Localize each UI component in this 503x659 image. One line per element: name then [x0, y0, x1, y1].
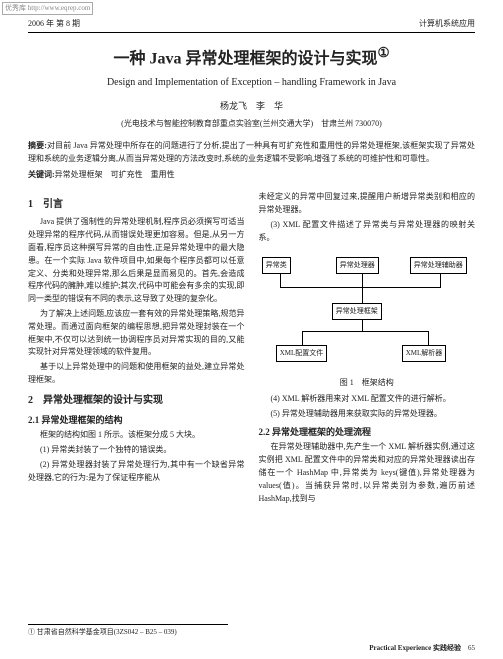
title-english: Design and Implementation of Exception –…: [28, 75, 475, 90]
footer-label: Practical Experience 实践经验: [369, 644, 461, 652]
diagram-line: [362, 273, 363, 287]
diagram-line: [280, 273, 281, 287]
page-number: 65: [468, 644, 475, 652]
diagram-line: [302, 331, 428, 332]
diagram-box-xml-parser: XML解析器: [402, 345, 447, 362]
section-22-heading: 2.2 异常处理框架的处理流程: [259, 425, 476, 439]
two-column-body: 1 引言 Java 提供了强制性的异常处理机制,程序员必须撰写可适当处理异常的程…: [28, 191, 475, 507]
header-right: 计算机系统应用: [419, 18, 475, 30]
running-header: 2006 年 第 8 期 计算机系统应用: [28, 18, 475, 33]
diagram-line: [280, 287, 441, 288]
figure-1-diagram: 异常类 异常处理器 异常处理辅助器 异常处理框架 XML配置文件 XML解析器: [262, 251, 472, 371]
authors: 杨龙飞 李 华: [28, 100, 475, 114]
paragraph: 在异常处理辅助器中,先产生一个 XML 解析器实例,通过这实例把 XML 配置文…: [259, 441, 476, 505]
paragraph: 框架的结构如图 1 所示。该框架分成 5 大块。: [28, 429, 245, 442]
keywords-label: 关键词:: [28, 170, 55, 179]
list-item: (1) 异常类封装了一个独特的错误类。: [28, 444, 245, 457]
paragraph: Java 提供了强制性的异常处理机制,程序员必须撰写可适当处理异常的程序代码,从…: [28, 216, 245, 306]
list-item: (3) XML 配置文件描述了异常类与异常处理器的映射关系。: [259, 219, 476, 245]
diagram-box-framework: 异常处理框架: [332, 303, 382, 320]
page: 优秀库 http://www.eqrep.com 2006 年 第 8 期 计算…: [0, 0, 503, 659]
list-item: (4) XML 解析器用来对 XML 配置文件的进行解析。: [259, 393, 476, 406]
list-item: (2) 异常处理器封装了异常处理行为,其中有一个缺省异常处理器,它的行为:是为了…: [28, 459, 245, 485]
affiliation: (光电技术与智能控制教育部重点实验室(兰州交通大学) 甘肃兰州 730070): [28, 118, 475, 130]
abstract-text: 对目前 Java 异常处理中所存在的问题进行了分析,提出了一种具有可扩充性和重用…: [28, 141, 475, 163]
section-21-heading: 2.1 异常处理框架的结构: [28, 413, 245, 427]
paragraph: 基于以上异常处理中的问题和使用框架的益处,建立异常处理框架。: [28, 361, 245, 387]
title-chinese: 一种 Java 异常处理框架的设计与实现①: [28, 43, 475, 71]
abstract: 摘要:对目前 Java 异常处理中所存在的问题进行了分析,提出了一种具有可扩充性…: [28, 140, 475, 166]
figure-1-caption: 图 1 框架结构: [259, 377, 476, 390]
diagram-box-xml-config: XML配置文件: [276, 345, 328, 362]
diagram-box-exception-class: 异常类: [262, 257, 291, 274]
paragraph: 未经定义的异常中回复过来,提醒用户新增异常类别和相应的异常处理器。: [259, 191, 476, 217]
diagram-line: [302, 331, 303, 345]
diagram-box-helper: 异常处理辅助器: [410, 257, 467, 274]
diagram-line: [362, 319, 363, 331]
left-column: 1 引言 Java 提供了强制性的异常处理机制,程序员必须撰写可适当处理异常的程…: [28, 191, 245, 507]
right-column: 未经定义的异常中回复过来,提醒用户新增异常类别和相应的异常处理器。 (3) XM…: [259, 191, 476, 507]
list-item: (5) 异常处理辅助器用来获取实际的异常处理器。: [259, 408, 476, 421]
keywords-text: 异常处理框架 可扩充性 重用性: [55, 170, 175, 179]
section-2-heading: 2 异常处理框架的设计与实现: [28, 393, 245, 409]
diagram-line: [362, 287, 363, 303]
footnote: ① 甘肃省自然科学基金项目(3ZS042 – B25 – 039): [28, 624, 228, 638]
diagram-line: [428, 331, 429, 345]
abstract-label: 摘要:: [28, 141, 47, 150]
watermark: 优秀库 http://www.eqrep.com: [2, 2, 93, 15]
keywords: 关键词:异常处理框架 可扩充性 重用性: [28, 169, 475, 181]
header-left: 2006 年 第 8 期: [28, 18, 80, 30]
diagram-line: [440, 273, 441, 287]
diagram-box-handler: 异常处理器: [336, 257, 379, 274]
page-footer: Practical Experience 实践经验 65: [369, 643, 475, 654]
section-1-heading: 1 引言: [28, 197, 245, 213]
paragraph: 为了解决上述问题,应该应一套有效的异常处理策略,规范异常处理。而通过面向框架的编…: [28, 308, 245, 359]
